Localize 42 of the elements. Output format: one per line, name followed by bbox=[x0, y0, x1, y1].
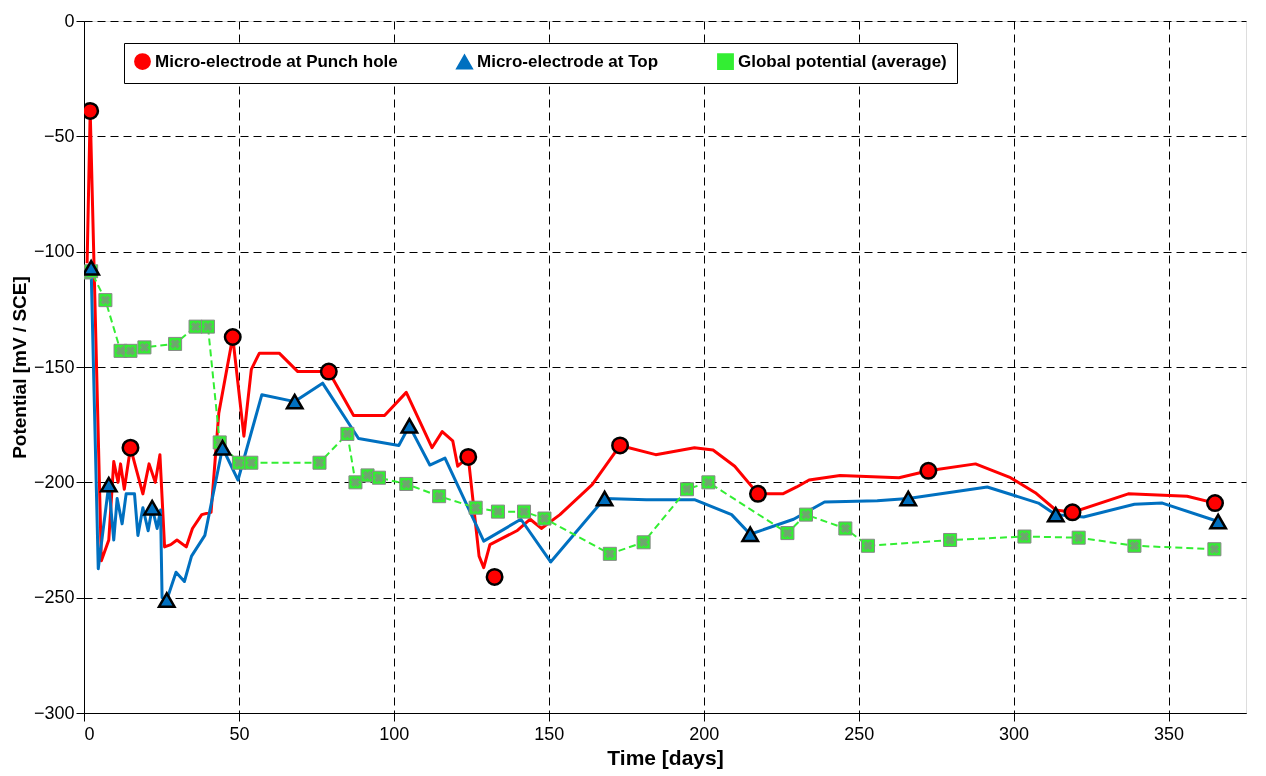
legend-label: Global potential (average) bbox=[738, 51, 947, 71]
y-axis-title: Potential [mV / SCE] bbox=[8, 276, 30, 459]
x-tick-label: 250 bbox=[844, 723, 875, 744]
point bbox=[919, 461, 938, 480]
point bbox=[485, 567, 504, 586]
point bbox=[213, 439, 232, 456]
x-tick-label: 0 bbox=[84, 723, 95, 744]
point bbox=[1046, 506, 1065, 523]
x-tick-label: 300 bbox=[999, 723, 1030, 744]
point bbox=[319, 362, 338, 381]
point bbox=[459, 447, 478, 466]
y-tick-label: −300 bbox=[33, 702, 75, 723]
y-tick-label: −50 bbox=[43, 125, 75, 146]
y-tick-label: −150 bbox=[33, 356, 75, 377]
x-tick-label: 100 bbox=[379, 723, 410, 744]
point bbox=[899, 490, 918, 507]
point bbox=[1209, 513, 1228, 530]
point bbox=[400, 417, 419, 434]
x-tick-label: 150 bbox=[534, 723, 565, 744]
y-tick-label: −100 bbox=[33, 241, 75, 262]
x-tick-label: 200 bbox=[689, 723, 720, 744]
point bbox=[611, 436, 630, 455]
point bbox=[157, 592, 176, 608]
x-tick-label: 350 bbox=[1154, 723, 1185, 744]
point bbox=[748, 484, 767, 503]
point bbox=[84, 259, 101, 276]
y-tick-label: −250 bbox=[33, 587, 75, 608]
point bbox=[595, 490, 614, 507]
point bbox=[1063, 503, 1082, 522]
x-tick-label: 50 bbox=[229, 723, 250, 744]
x-axis-title: Time [days] bbox=[607, 745, 724, 769]
point bbox=[99, 476, 118, 493]
point bbox=[223, 328, 242, 346]
point bbox=[285, 393, 304, 410]
y-tick-label: −200 bbox=[33, 471, 75, 492]
point bbox=[741, 526, 760, 543]
point bbox=[121, 438, 140, 457]
point bbox=[143, 499, 162, 516]
y-tick-label: 0 bbox=[64, 10, 75, 31]
legend-label: Micro-electrode at Top bbox=[477, 52, 659, 72]
legend-label: Micro-electrode at Punch hole bbox=[155, 51, 398, 71]
point bbox=[1206, 494, 1225, 513]
